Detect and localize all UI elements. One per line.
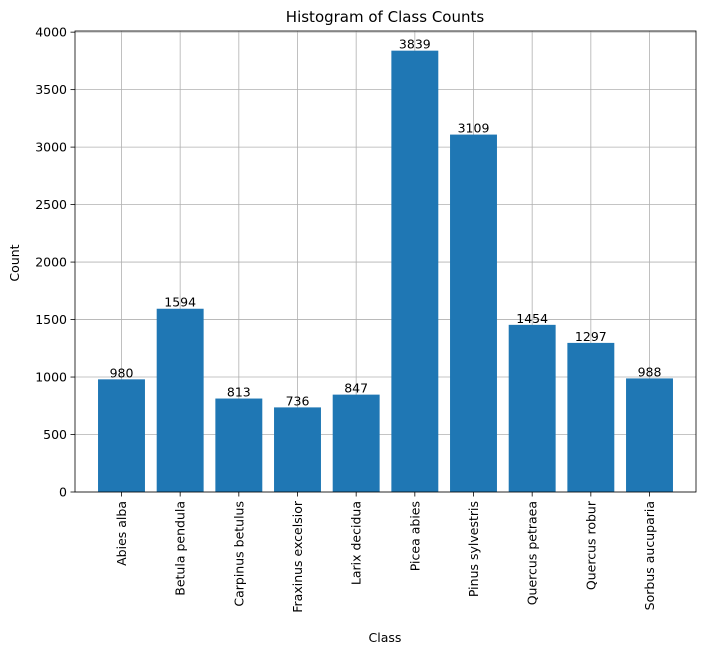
bar-value-label: 1454	[516, 311, 548, 326]
bar	[508, 324, 556, 492]
y-tick-label: 1000	[35, 370, 67, 385]
x-tick-label: Quercus petraea	[525, 501, 540, 605]
bar-value-label: 847	[344, 381, 368, 396]
bar	[567, 342, 615, 492]
x-tick-label: Picea abies	[407, 501, 422, 571]
x-tick-label: Betula pendula	[173, 501, 188, 596]
data-labels: 980 1594 813 736 847 3839 3109 1454 1297 988	[110, 37, 662, 409]
x-axis-label: Class	[369, 630, 402, 645]
x-tick-label: Sorbus aucuparia	[642, 501, 657, 610]
y-tick-label: 4000	[35, 25, 67, 40]
bar-value-label: 736	[286, 393, 310, 408]
bar-value-label: 1297	[575, 329, 607, 344]
bar-value-label: 3839	[399, 37, 431, 52]
bar	[450, 134, 497, 492]
bar-value-label: 3109	[458, 121, 490, 136]
bar-value-label: 1594	[164, 295, 196, 310]
plot-frame	[74, 30, 697, 493]
x-tick-label: Fraxinus excelsior	[290, 500, 305, 613]
bar	[98, 379, 145, 492]
bar-value-label: 988	[638, 364, 662, 379]
x-tick-label: Quercus robur	[583, 500, 598, 590]
x-tick-label: Abies alba	[114, 501, 129, 566]
bar	[332, 394, 380, 492]
y-tick-label: 3500	[35, 82, 67, 97]
bar	[156, 308, 204, 492]
y-tick-label: 2500	[35, 197, 67, 212]
y-tick-label: 0	[59, 485, 67, 500]
y-axis-label: Count	[7, 244, 22, 281]
y-tick-label: 3000	[35, 140, 67, 155]
bar	[274, 407, 321, 492]
y-tick-label: 1500	[35, 312, 67, 327]
chart-title: Histogram of Class Counts	[286, 8, 485, 26]
x-tick-label: Carpinus betulus	[231, 501, 246, 607]
y-tick-label: 2000	[35, 255, 67, 270]
bar	[215, 398, 263, 492]
y-tick-label: 500	[43, 427, 67, 442]
bar	[391, 50, 439, 493]
x-tick-label: Larix decidua	[349, 501, 364, 585]
bar	[626, 378, 673, 492]
x-tick-label: Pinus sylvestris	[466, 501, 481, 597]
bar-value-label: 980	[110, 365, 134, 380]
axes: 0 500 1000 1500 2000 2500 3000 3500 4000 Abies al…	[35, 25, 697, 613]
bars	[98, 50, 673, 493]
bar-value-label: 813	[227, 385, 251, 400]
